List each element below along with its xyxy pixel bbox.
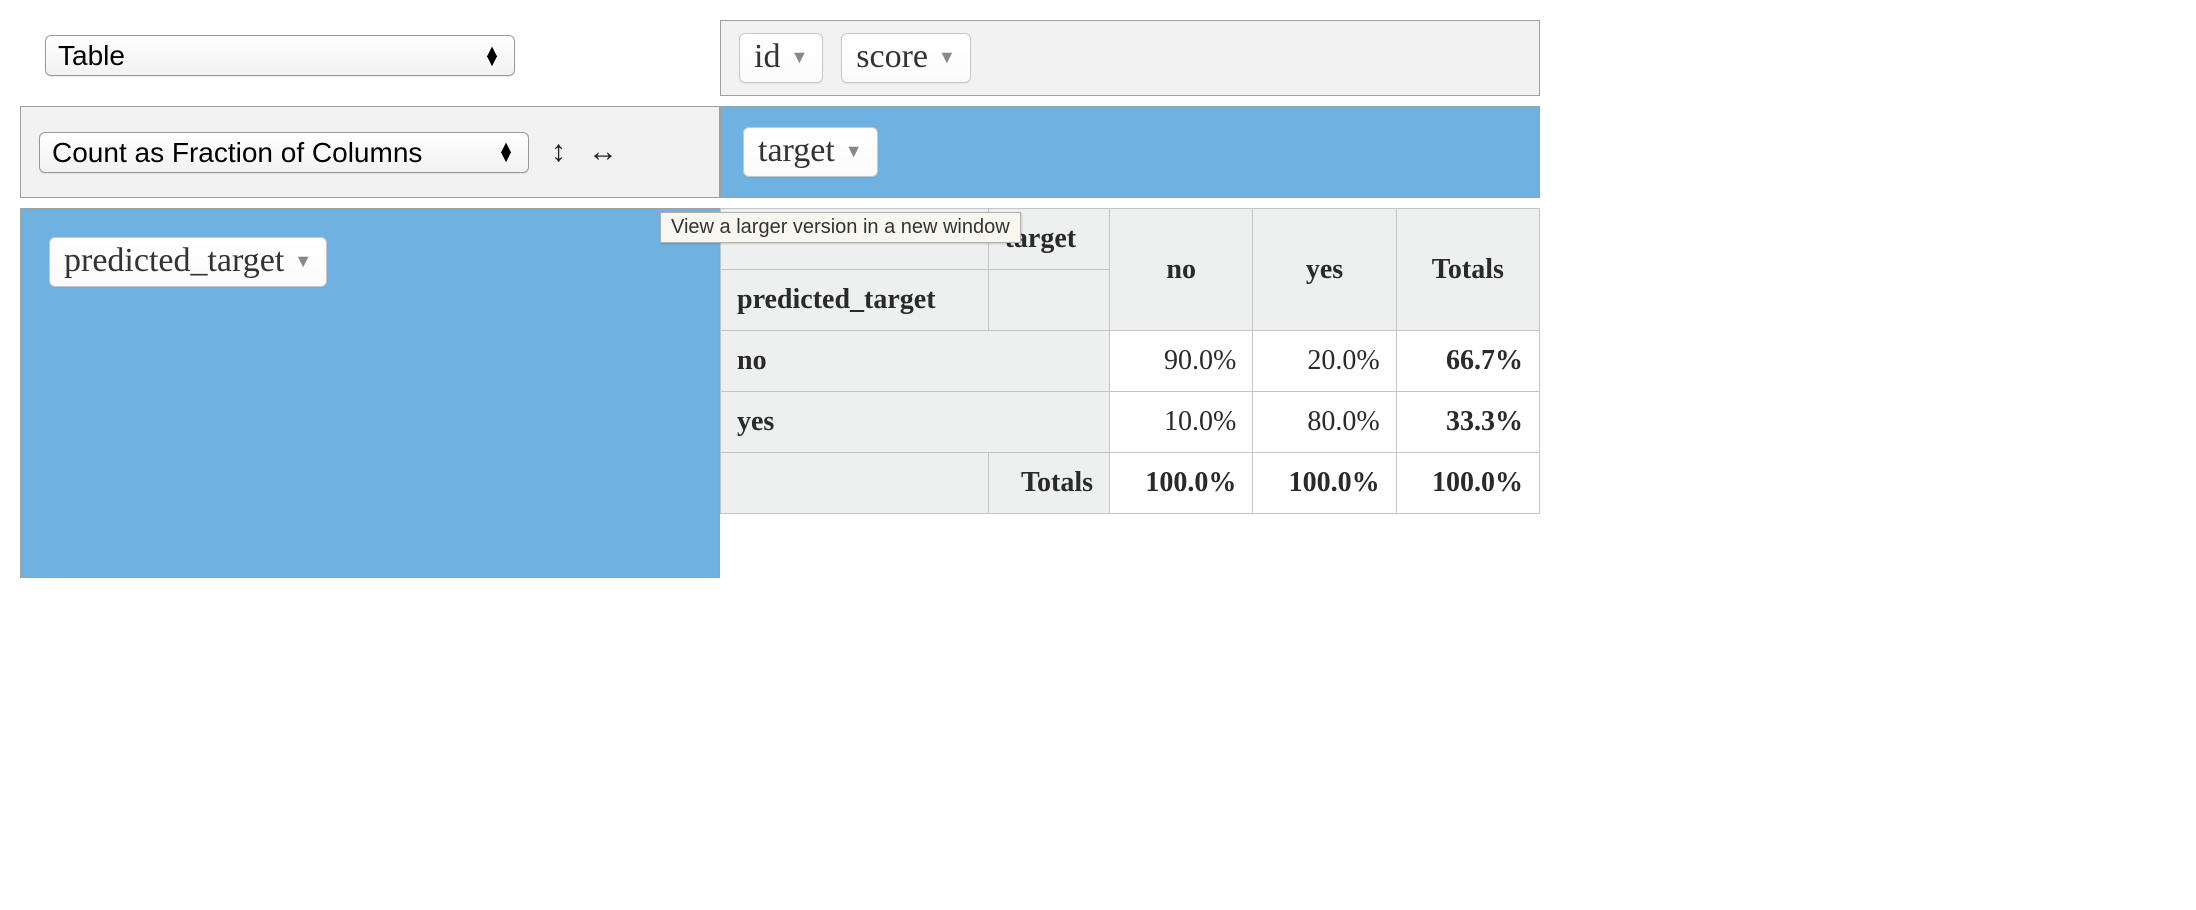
cell: 20.0% <box>1253 331 1396 392</box>
chevron-down-icon: ▼ <box>845 141 863 162</box>
col-header: no <box>1110 209 1253 331</box>
col-total: 100.0% <box>1253 453 1396 514</box>
chevron-down-icon: ▼ <box>938 47 956 68</box>
table-row: no 90.0% 20.0% 66.7% <box>721 331 1540 392</box>
column-fields-area[interactable]: target ▼ <box>720 106 1540 198</box>
pivot-output-area: View a larger version in a new window ta… <box>720 208 1540 578</box>
field-pill-score[interactable]: score ▼ <box>841 33 971 83</box>
renderer-area: Table ▲▼ <box>20 20 720 96</box>
chevron-down-icon: ▼ <box>790 47 808 68</box>
empty-corner <box>988 270 1109 331</box>
aggregator-select-wrap: Count as Fraction of Columns ▲▼ <box>39 132 529 173</box>
col-header: yes <box>1253 209 1396 331</box>
row-total: 66.7% <box>1396 331 1539 392</box>
table-row: yes 10.0% 80.0% 33.3% <box>721 392 1540 453</box>
renderer-select[interactable]: Table <box>45 35 515 76</box>
chevron-down-icon: ▼ <box>294 251 312 272</box>
cell: 90.0% <box>1110 331 1253 392</box>
field-pill-label: id <box>754 38 780 76</box>
sort-rows-icon[interactable]: ↕ <box>551 135 566 169</box>
unused-fields-area[interactable]: id ▼ score ▼ <box>720 20 1540 96</box>
pivot-ui: Table ▲▼ id ▼ score ▼ Count as Fraction … <box>20 20 2176 578</box>
row-header: no <box>721 331 1110 392</box>
row-axis-label: predicted_target <box>721 270 989 331</box>
sort-cols-icon[interactable]: ↔ <box>588 135 618 169</box>
renderer-select-wrap: Table ▲▼ <box>45 35 515 76</box>
field-pill-target[interactable]: target ▼ <box>743 127 878 177</box>
row-total: 33.3% <box>1396 392 1539 453</box>
col-total: 100.0% <box>1110 453 1253 514</box>
cell: 10.0% <box>1110 392 1253 453</box>
table-row: Totals 100.0% 100.0% 100.0% <box>721 453 1540 514</box>
pivot-table: target no yes Totals predicted_target no… <box>720 208 1540 514</box>
totals-header: Totals <box>1396 209 1539 331</box>
aggregator-area: Count as Fraction of Columns ▲▼ ↕ ↔ <box>20 106 720 198</box>
aggregator-select[interactable]: Count as Fraction of Columns <box>39 132 529 173</box>
totals-header: Totals <box>988 453 1109 514</box>
field-pill-id[interactable]: id ▼ <box>739 33 823 83</box>
tooltip: View a larger version in a new window <box>660 212 1021 243</box>
field-pill-label: target <box>758 132 835 170</box>
row-header: yes <box>721 392 1110 453</box>
empty-corner <box>721 453 989 514</box>
field-pill-label: predicted_target <box>64 242 284 280</box>
grand-total: 100.0% <box>1396 453 1539 514</box>
field-pill-label: score <box>856 38 928 76</box>
cell: 80.0% <box>1253 392 1396 453</box>
row-fields-area[interactable]: predicted_target ▼ <box>20 208 720 578</box>
field-pill-predicted-target[interactable]: predicted_target ▼ <box>49 237 327 287</box>
